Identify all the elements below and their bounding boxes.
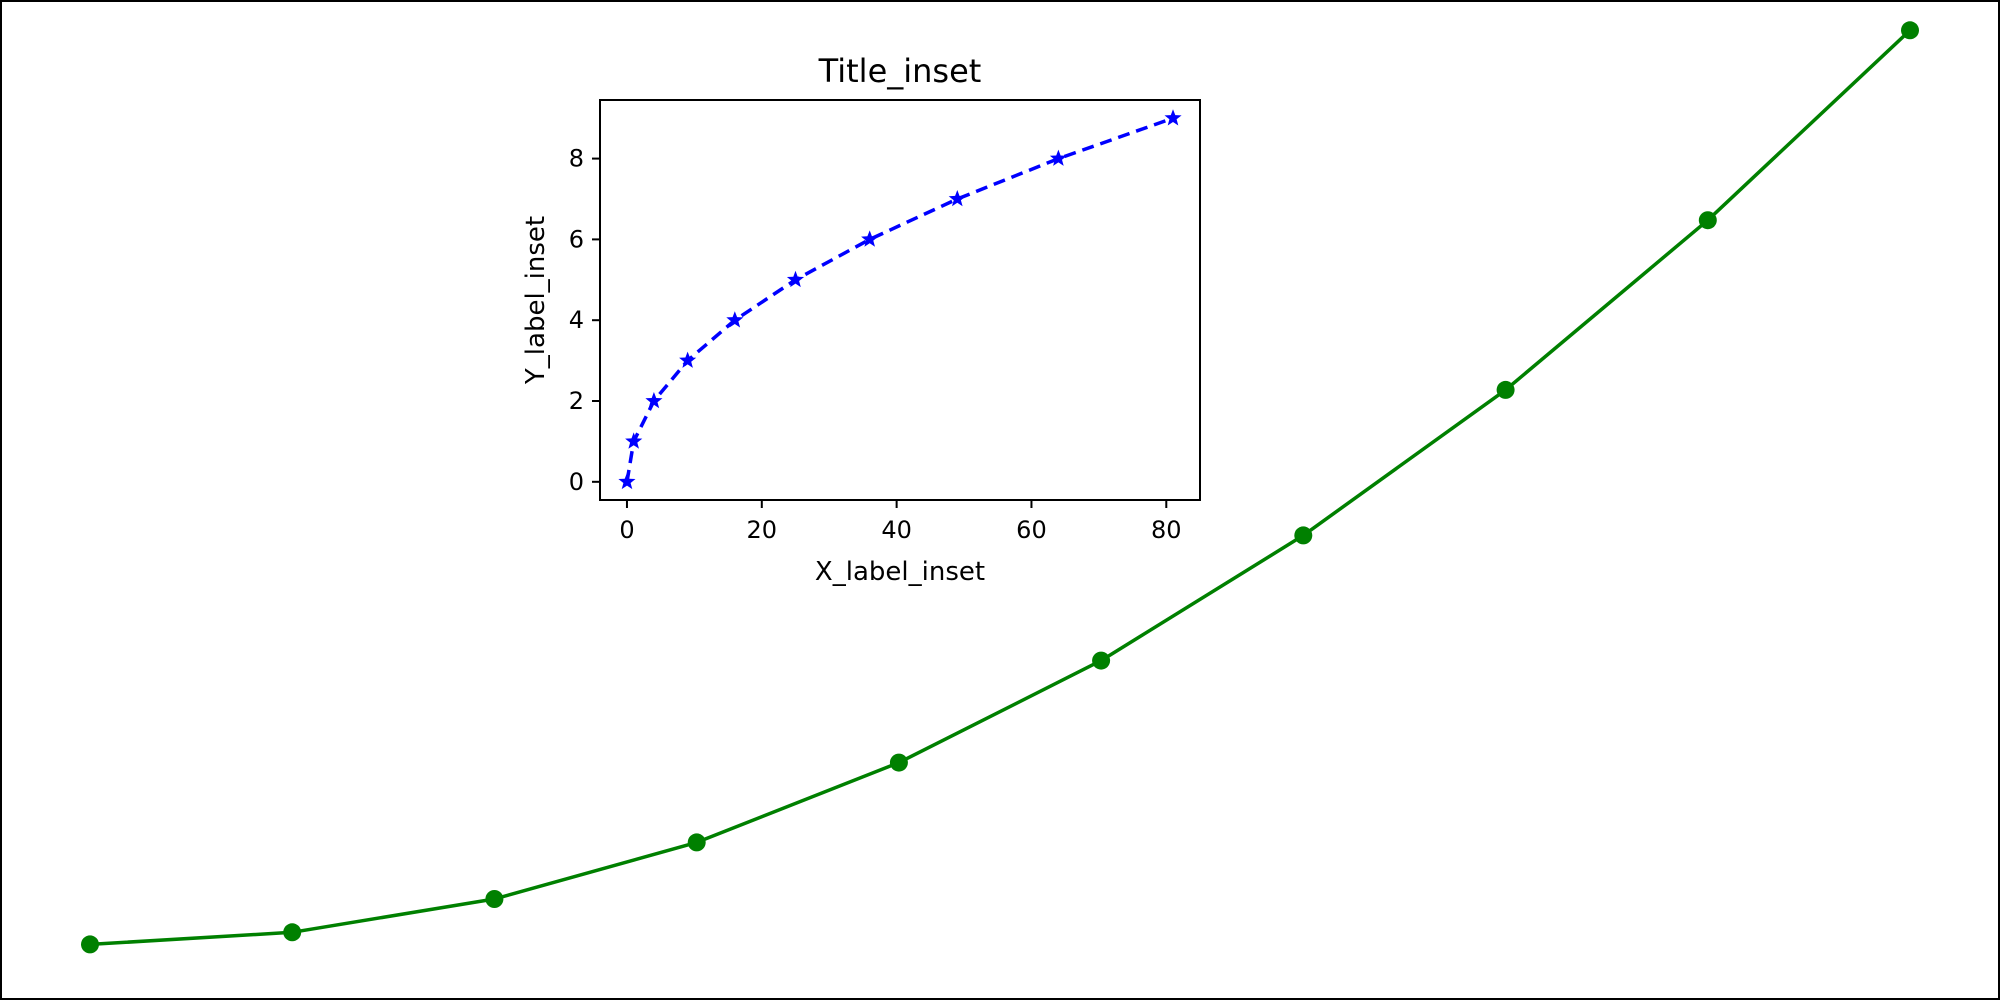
inset-chart: 0 20 40 60 80 0 2 4 6 8 Title_inset X_label_inse… xyxy=(521,52,1201,587)
inset-x-axis-label: X_label_inset xyxy=(815,557,985,587)
main-data-point xyxy=(283,923,302,942)
inset-x-tick-label: 0 xyxy=(619,516,634,544)
inset-x-axis-ticks: 0 20 40 60 80 xyxy=(619,500,1182,544)
inset-y-tick-label: 6 xyxy=(569,225,584,253)
inset-y-axis-ticks: 0 2 4 6 8 xyxy=(569,145,600,496)
inset-data-point xyxy=(1164,109,1182,126)
inset-y-tick-label: 2 xyxy=(569,387,584,415)
inset-data-point xyxy=(948,190,966,207)
inset-data-point xyxy=(861,230,879,247)
inset-data-point xyxy=(726,311,744,328)
main-series-line xyxy=(89,29,1912,947)
main-data-point xyxy=(1294,526,1313,545)
inset-title: Title_inset xyxy=(818,52,982,90)
inset-series xyxy=(618,109,1182,490)
main-data-point xyxy=(1698,211,1717,230)
inset-data-point xyxy=(645,392,663,409)
inset-x-tick-label: 60 xyxy=(1016,516,1047,544)
inset-y-tick-label: 8 xyxy=(569,145,584,173)
inset-data-point xyxy=(679,351,697,368)
inset-series-line xyxy=(625,116,1174,483)
inset-x-tick-label: 40 xyxy=(881,516,912,544)
main-data-point xyxy=(687,833,706,852)
main-data-point xyxy=(81,935,99,954)
main-data-point xyxy=(1496,380,1515,399)
inset-y-tick-label: 0 xyxy=(569,468,584,496)
inset-plot-background xyxy=(600,100,1200,500)
inset-x-tick-label: 80 xyxy=(1151,516,1182,544)
inset-data-point xyxy=(1049,149,1067,166)
inset-data-point xyxy=(618,472,636,490)
inset-y-axis-label: Y_label_inset xyxy=(521,216,551,385)
inset-x-tick-label: 20 xyxy=(747,516,778,544)
inset-data-point xyxy=(625,432,643,449)
main-series xyxy=(81,21,1919,954)
inset-data-point xyxy=(786,270,805,288)
main-data-point xyxy=(1092,651,1111,670)
main-data-point xyxy=(1901,21,1919,40)
inset-plot-frame xyxy=(599,99,1201,501)
main-data-point xyxy=(485,890,504,908)
inset-y-tick-label: 4 xyxy=(569,306,584,334)
main-data-point xyxy=(889,753,908,772)
